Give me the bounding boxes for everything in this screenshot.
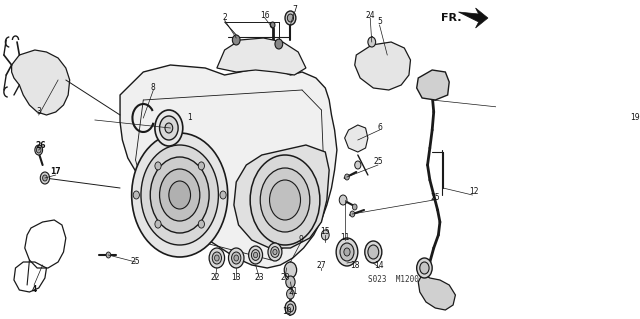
Text: 2: 2 <box>222 13 227 23</box>
Circle shape <box>339 195 347 205</box>
Circle shape <box>271 247 279 257</box>
Circle shape <box>232 35 240 45</box>
Circle shape <box>169 181 191 209</box>
Circle shape <box>321 230 329 240</box>
Polygon shape <box>234 145 329 248</box>
Circle shape <box>269 180 301 220</box>
Polygon shape <box>355 42 410 90</box>
Text: 24: 24 <box>365 11 375 19</box>
Circle shape <box>159 116 178 140</box>
Text: 26: 26 <box>35 140 45 150</box>
Circle shape <box>232 252 241 264</box>
Circle shape <box>212 252 221 264</box>
Circle shape <box>287 14 294 22</box>
Circle shape <box>228 248 244 268</box>
Text: 8: 8 <box>151 84 156 93</box>
Text: 23: 23 <box>255 273 264 283</box>
Text: 16: 16 <box>260 11 269 19</box>
Polygon shape <box>417 70 449 100</box>
Circle shape <box>270 22 275 28</box>
Circle shape <box>155 162 161 170</box>
Circle shape <box>234 255 239 261</box>
Circle shape <box>106 252 111 258</box>
Circle shape <box>141 145 218 245</box>
Polygon shape <box>418 275 456 310</box>
Circle shape <box>155 220 161 228</box>
Circle shape <box>250 155 320 245</box>
Circle shape <box>350 211 355 217</box>
Circle shape <box>353 204 357 210</box>
Text: 3: 3 <box>36 108 41 116</box>
Polygon shape <box>120 65 337 268</box>
Text: 21: 21 <box>288 287 298 296</box>
Text: FR.: FR. <box>442 13 462 23</box>
Text: 15: 15 <box>321 227 330 236</box>
Text: 25: 25 <box>431 194 440 203</box>
Text: 11: 11 <box>340 234 349 242</box>
Circle shape <box>345 174 349 180</box>
Circle shape <box>365 241 382 263</box>
Text: 27: 27 <box>317 262 326 271</box>
Text: 18: 18 <box>350 262 360 271</box>
Circle shape <box>340 243 354 261</box>
Circle shape <box>268 243 282 261</box>
Circle shape <box>220 191 226 199</box>
Circle shape <box>287 289 294 299</box>
Circle shape <box>420 262 429 274</box>
Circle shape <box>273 249 277 255</box>
Circle shape <box>355 161 361 169</box>
Text: 17: 17 <box>51 167 61 176</box>
Circle shape <box>368 37 376 47</box>
Polygon shape <box>458 8 488 28</box>
Circle shape <box>40 172 49 184</box>
Circle shape <box>252 249 260 260</box>
Circle shape <box>36 147 41 153</box>
Text: 19: 19 <box>630 114 640 122</box>
Circle shape <box>159 169 200 221</box>
Text: 6: 6 <box>377 123 382 132</box>
Circle shape <box>344 248 350 256</box>
Text: 10: 10 <box>282 308 291 316</box>
Text: 9: 9 <box>298 235 303 244</box>
Circle shape <box>198 162 204 170</box>
Circle shape <box>155 110 183 146</box>
Circle shape <box>133 191 140 199</box>
Circle shape <box>336 238 358 266</box>
Circle shape <box>150 157 209 233</box>
Circle shape <box>286 276 295 288</box>
Circle shape <box>287 304 294 312</box>
Circle shape <box>260 168 310 232</box>
Circle shape <box>165 123 173 133</box>
Text: 12: 12 <box>469 188 479 197</box>
Circle shape <box>248 246 262 264</box>
Text: 14: 14 <box>374 262 385 271</box>
Circle shape <box>417 258 432 278</box>
Circle shape <box>35 145 43 155</box>
Circle shape <box>43 175 47 181</box>
Text: 1: 1 <box>188 114 192 122</box>
Circle shape <box>285 301 296 315</box>
Circle shape <box>214 255 219 261</box>
Circle shape <box>285 11 296 25</box>
Text: S023  M1200: S023 M1200 <box>368 276 419 285</box>
Text: 7: 7 <box>292 5 297 14</box>
Polygon shape <box>217 38 306 75</box>
Text: 4: 4 <box>31 286 36 294</box>
Text: 25: 25 <box>131 257 140 266</box>
Circle shape <box>209 248 225 268</box>
Circle shape <box>253 252 258 258</box>
Circle shape <box>275 39 283 49</box>
Circle shape <box>284 262 296 278</box>
Text: 22: 22 <box>211 273 220 283</box>
Circle shape <box>132 133 228 257</box>
Polygon shape <box>345 125 368 152</box>
Polygon shape <box>12 50 70 115</box>
Text: 25: 25 <box>373 158 383 167</box>
Text: 13: 13 <box>232 273 241 283</box>
Circle shape <box>368 245 379 259</box>
Text: 20: 20 <box>280 273 290 283</box>
Text: 5: 5 <box>377 18 382 26</box>
Circle shape <box>198 220 204 228</box>
